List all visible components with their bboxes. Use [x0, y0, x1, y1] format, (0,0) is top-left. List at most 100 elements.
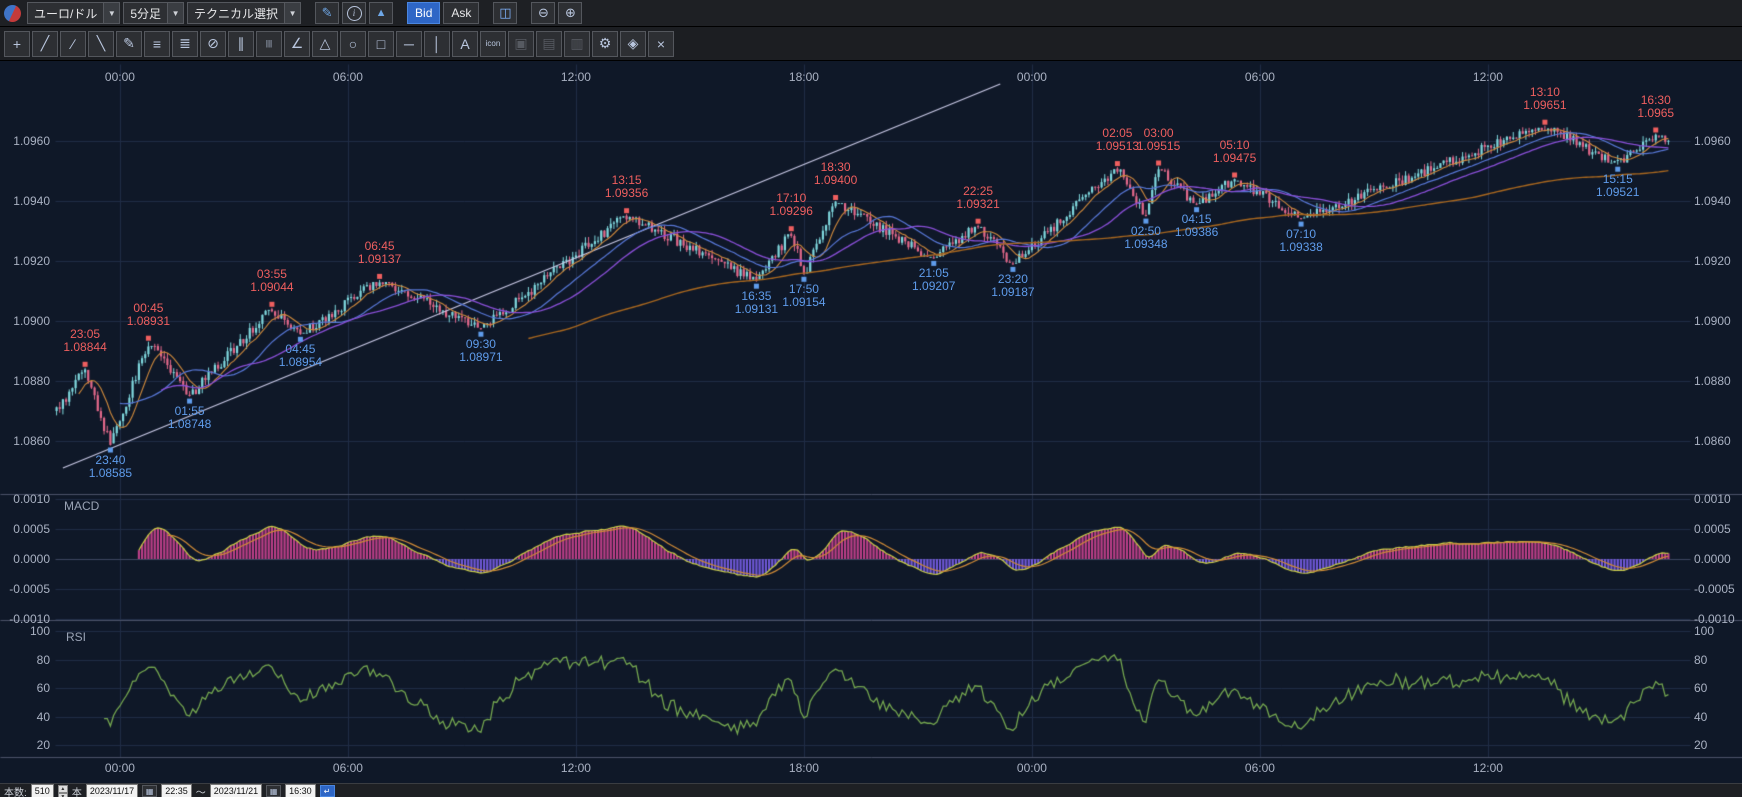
- ray-line-tool[interactable]: ∕: [60, 30, 86, 57]
- price-tick-label: 1.0940: [13, 194, 50, 208]
- zoom-in-button[interactable]: ⊕: [558, 2, 583, 24]
- swing-high-annotation: 18:30 1.09400: [798, 161, 874, 187]
- annotation-price: 1.09515: [1136, 138, 1181, 153]
- ask-toggle[interactable]: Ask: [443, 2, 480, 24]
- symbol-select[interactable]: ユーロ/ドル ▼: [27, 2, 121, 24]
- annotation-time: 07:10: [1286, 226, 1317, 241]
- clear-all-tool[interactable]: ×: [648, 30, 674, 57]
- annotation-price: 1.0965: [1637, 105, 1675, 120]
- chevron-down-icon[interactable]: ▼: [284, 3, 301, 23]
- rsi-tick-label: 60: [36, 681, 50, 695]
- swing-high-annotation: 02:05 1.09513: [1079, 127, 1155, 153]
- time-tick-label-bottom: 12:00: [560, 761, 591, 775]
- gann-angle-tool[interactable]: ∠: [284, 30, 310, 57]
- candle-type-button[interactable]: ◫: [493, 2, 518, 24]
- rectangle-tool[interactable]: □: [368, 30, 394, 57]
- annotation-price: 1.09321: [956, 196, 1000, 211]
- price-tick-label: 1.0860: [1694, 434, 1731, 448]
- swing-low-annotation: 09:30 1.08971: [443, 337, 519, 364]
- annotation-time: 17:50: [788, 281, 819, 296]
- swing-low-annotation: 23:20 1.09187: [975, 272, 1051, 299]
- calendar-icon: ▦: [145, 786, 154, 796]
- area-chart-icon: ▲: [375, 7, 387, 19]
- time-tick-label-top: 06:00: [1244, 70, 1275, 84]
- app-logo-icon: [4, 4, 21, 22]
- annotation-price: 1.08931: [126, 313, 171, 328]
- annotation-price: 1.09338: [1279, 239, 1323, 254]
- chevron-down-icon[interactable]: ▼: [167, 3, 184, 23]
- annotation-time: 23:40: [95, 452, 126, 467]
- price-tick-label: 1.0880: [1694, 374, 1731, 388]
- bid-toggle[interactable]: Bid: [407, 2, 441, 24]
- swing-high-annotation: 00:45 1.08931: [110, 301, 186, 328]
- stamp-grid-tool[interactable]: ▤: [536, 30, 562, 57]
- trendline-tool[interactable]: ╱: [32, 30, 58, 57]
- chevron-down-icon[interactable]: ▼: [103, 3, 120, 23]
- annotation-price: 1.09044: [250, 279, 294, 294]
- text-tool[interactable]: A: [452, 30, 478, 57]
- draw-mode-button[interactable]: ✎: [315, 2, 340, 24]
- date-from-input[interactable]: 2023/11/17: [85, 784, 139, 797]
- bar-count-stepper[interactable]: ▲ ▼: [57, 785, 68, 797]
- swing-low-annotation: 04:15 1.09386: [1159, 213, 1235, 239]
- time-lines-tool[interactable]: |||: [256, 30, 282, 57]
- fib-expansion-tool[interactable]: ≣: [172, 30, 198, 57]
- icon-stamp-tool[interactable]: icon: [480, 30, 506, 57]
- vertical-line-tool[interactable]: │: [424, 30, 450, 57]
- technical-select[interactable]: テクニカル選択 ▼: [187, 2, 302, 24]
- zoom-out-button[interactable]: ⊖: [531, 2, 556, 24]
- horizontal-line-tool[interactable]: ─: [396, 30, 422, 57]
- info-button[interactable]: i: [342, 2, 367, 24]
- annotation-price: 1.09651: [1523, 97, 1567, 112]
- annotation-price: 1.09207: [912, 278, 956, 293]
- annotation-time: 16:35: [741, 288, 772, 303]
- spin-down-icon[interactable]: ▼: [57, 793, 68, 797]
- fib-arc-tool[interactable]: ⊘: [200, 30, 226, 57]
- rsi-tick-label: 20: [36, 738, 50, 752]
- extended-line-tool[interactable]: ╲: [88, 30, 114, 57]
- calendar-to-button[interactable]: ▦: [266, 785, 282, 797]
- chart-style-button[interactable]: ▲: [369, 2, 394, 24]
- bar-count-input[interactable]: 510: [30, 784, 54, 797]
- price-tick-label: 1.0900: [1694, 314, 1731, 328]
- date-to-input[interactable]: 2023/11/21: [209, 784, 263, 797]
- stamp-lines-tool[interactable]: ▥: [564, 30, 590, 57]
- parallel-channel-tool[interactable]: ∥: [228, 30, 254, 57]
- fib-retracement-tool[interactable]: ≡: [144, 30, 170, 57]
- apply-range-button[interactable]: ↵: [319, 785, 335, 797]
- swing-high-annotation: 13:10 1.09651: [1507, 84, 1583, 112]
- eraser-tool[interactable]: ◈: [620, 30, 646, 57]
- annotation-price: 1.09348: [1124, 236, 1168, 251]
- spin-up-icon[interactable]: ▲: [57, 785, 68, 793]
- annotation-time: 05:10: [1219, 137, 1250, 152]
- macd-tick-label: 0.0000: [13, 552, 50, 566]
- freehand-pencil-tool[interactable]: ✎: [116, 30, 142, 57]
- swing-high-annotation: 05:10 1.09475: [1197, 137, 1273, 165]
- swing-low-annotation: 15:15 1.09521: [1580, 172, 1656, 199]
- time-to-input[interactable]: 16:30: [285, 784, 316, 797]
- swing-low-annotation: 07:10 1.09338: [1263, 226, 1339, 254]
- time-tick-label-bottom: 00:00: [104, 761, 135, 775]
- time-tick-label-bottom: 00:00: [1016, 761, 1047, 775]
- stamp-square-tool[interactable]: ▣: [508, 30, 534, 57]
- annotation-time: 13:15: [611, 173, 642, 188]
- macd-panel-title: MACD: [64, 499, 100, 513]
- crosshair-tool[interactable]: +: [4, 30, 30, 57]
- price-tick-label: 1.0920: [13, 254, 50, 268]
- time-from-input[interactable]: 22:35: [161, 784, 192, 797]
- rsi-tick-label: 80: [1694, 652, 1708, 667]
- calendar-from-button[interactable]: ▦: [142, 785, 158, 797]
- ellipse-tool[interactable]: ○: [340, 30, 366, 57]
- macd-tick-label: 0.0005: [1694, 522, 1731, 536]
- swing-high-annotation: 03:00 1.09515: [1121, 126, 1197, 153]
- candle-chart-icon: ◫: [499, 5, 512, 20]
- timeframe-select[interactable]: 5分足 ▼: [123, 2, 185, 24]
- rsi-tick-label: 60: [1694, 681, 1708, 695]
- macd-tick-label: -0.0005: [1694, 582, 1735, 596]
- triangle-tool[interactable]: △: [312, 30, 338, 57]
- annotation-price: 1.08971: [459, 349, 503, 364]
- settings-wrench-tool[interactable]: ⚙: [592, 30, 618, 57]
- annotation-time: 13:10: [1529, 84, 1560, 99]
